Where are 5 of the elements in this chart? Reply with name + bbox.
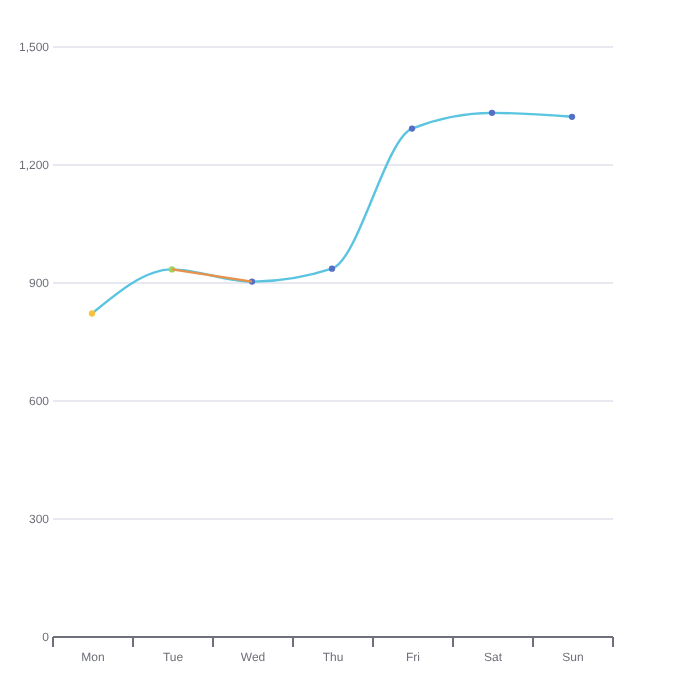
point: [568, 113, 576, 120]
point: [408, 125, 416, 132]
point: [328, 265, 336, 272]
point: [88, 310, 96, 317]
point: [488, 109, 496, 117]
